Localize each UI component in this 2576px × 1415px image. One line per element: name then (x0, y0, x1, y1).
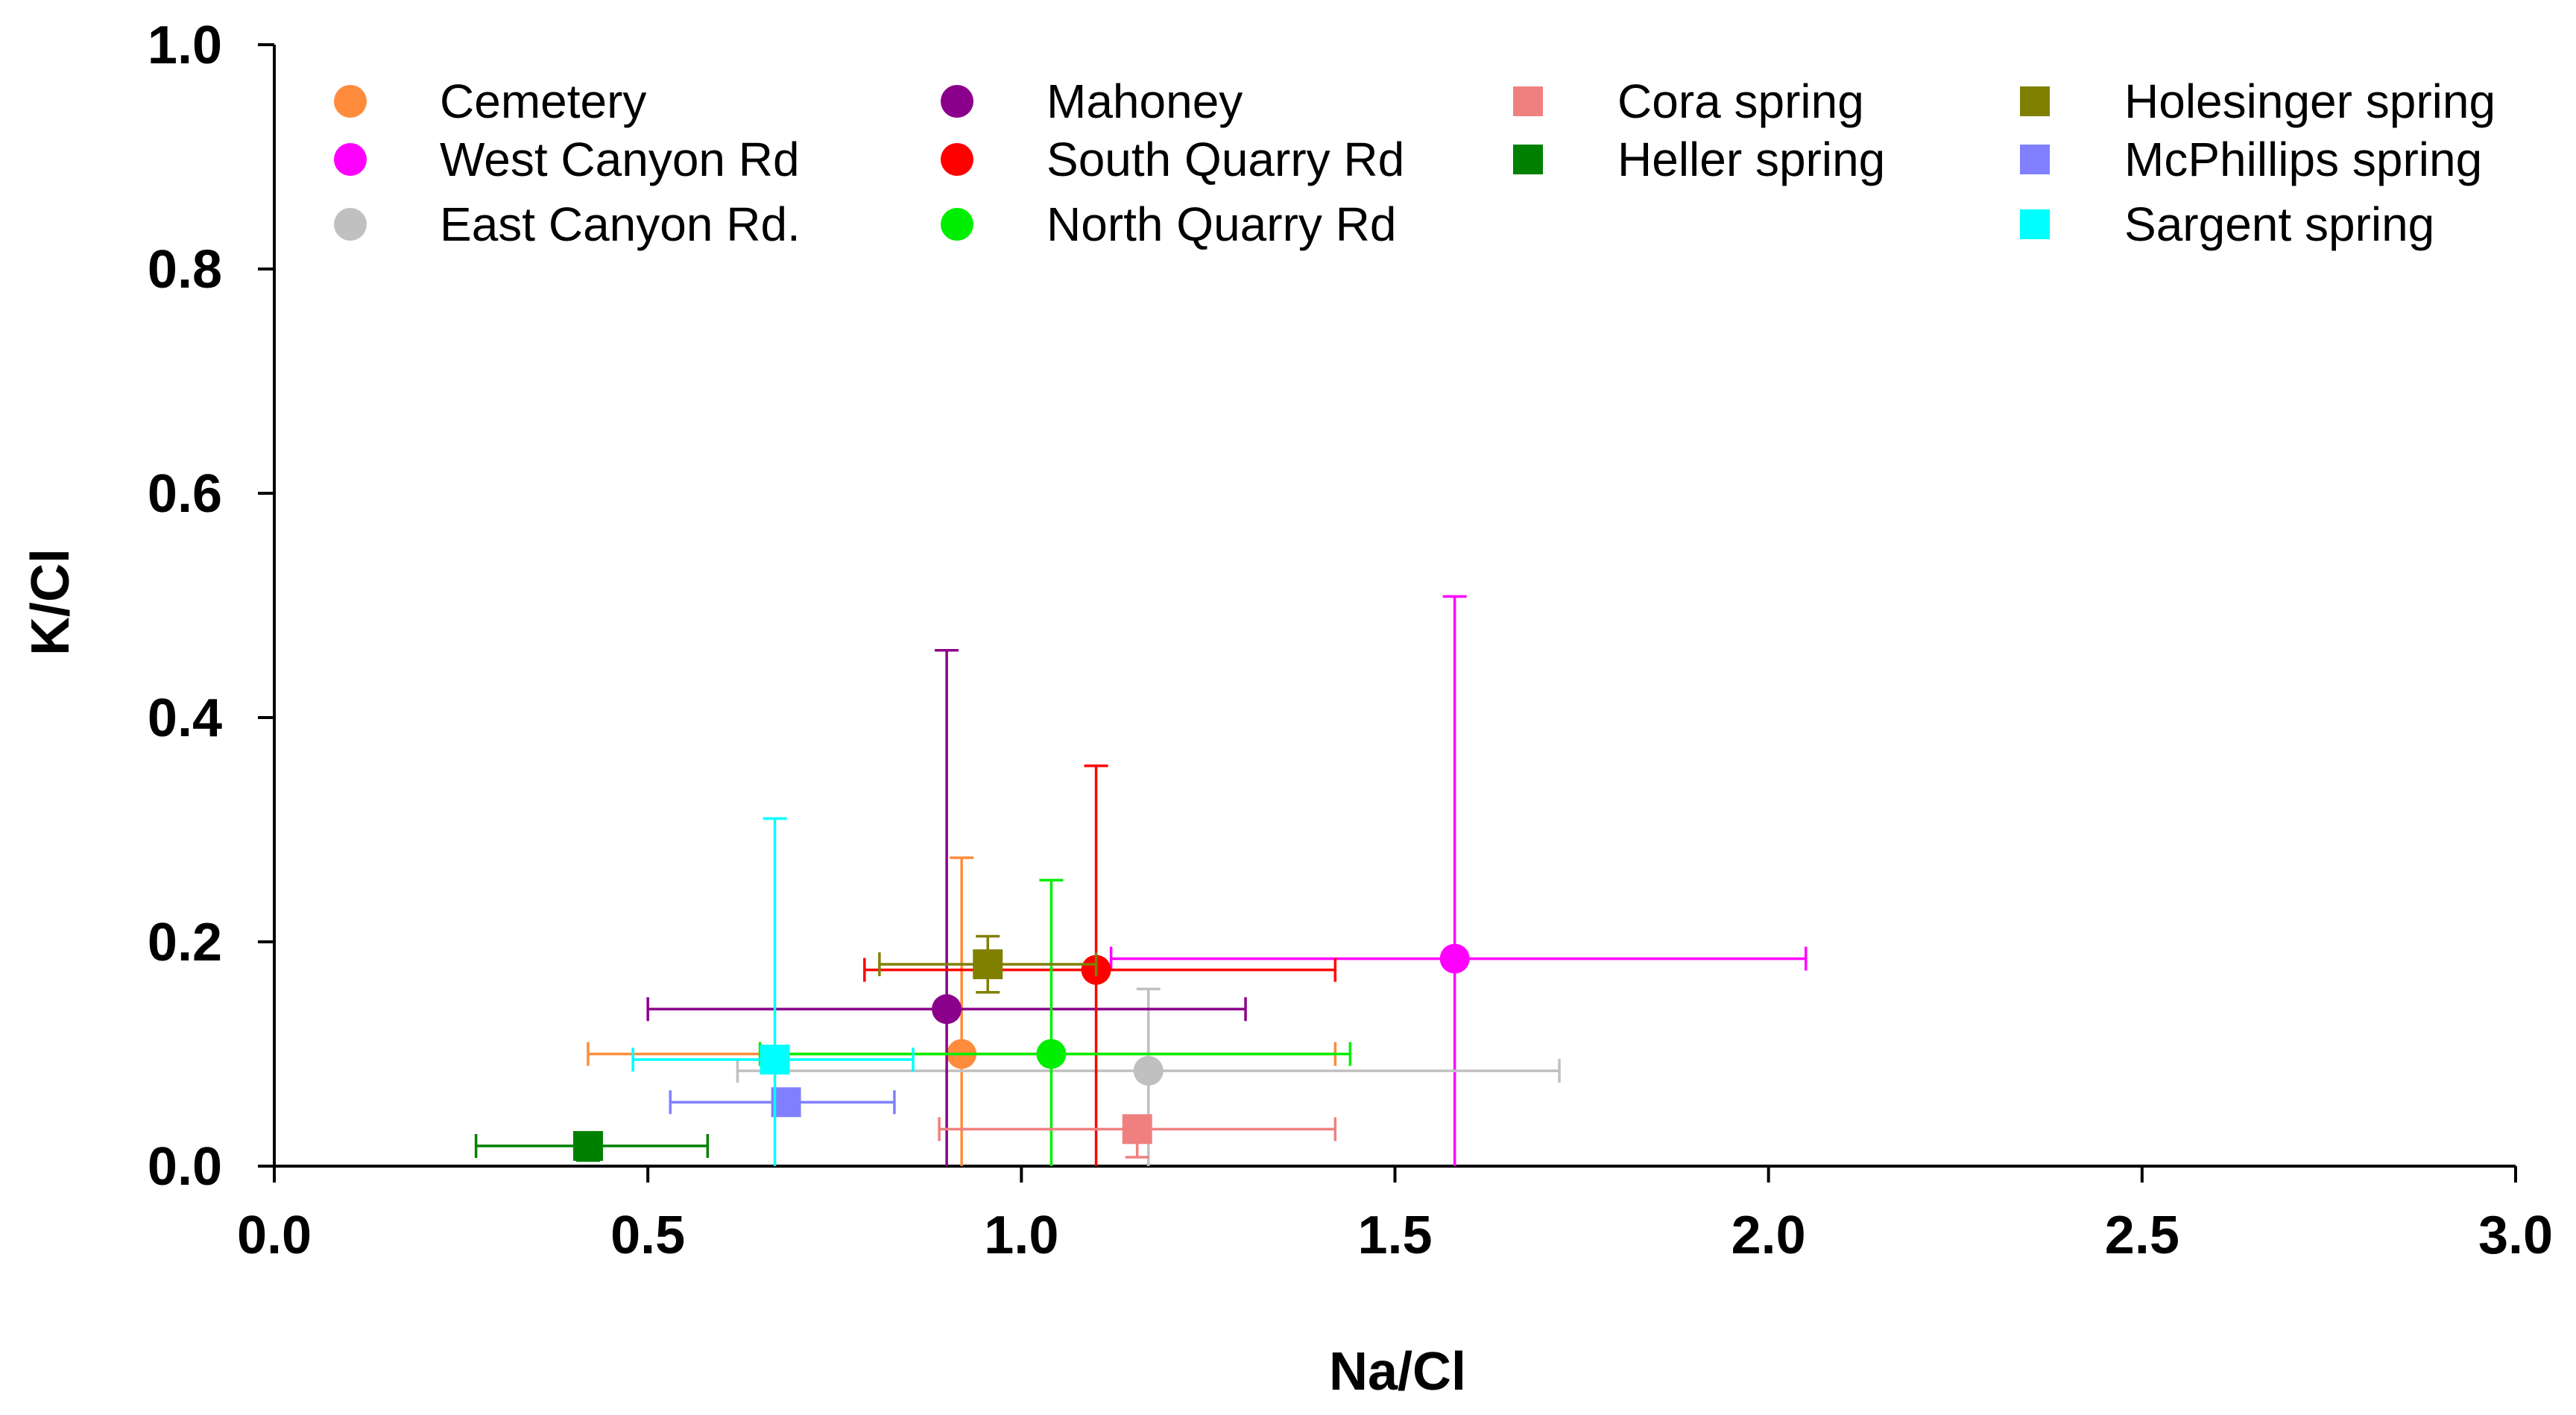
legend-label: Sargent spring (2124, 197, 2434, 251)
x-tick-label: 0.5 (610, 1206, 685, 1265)
series-cora-spring (938, 1114, 1337, 1159)
series-west-canyon-rd (1109, 595, 1808, 1166)
data-point (973, 949, 1003, 980)
legend-item: Holesinger spring (2020, 75, 2496, 128)
y-axis-label: K/Cl (21, 548, 80, 656)
data-point (932, 994, 962, 1025)
legend-marker (2020, 145, 2050, 174)
legend-label: East Canyon Rd. (440, 197, 801, 251)
y-tick-label: 0.6 (148, 464, 222, 524)
legend-label: Cora spring (1617, 75, 1864, 128)
x-tick-label: 0.0 (237, 1206, 312, 1265)
series-mahoney (646, 648, 1247, 1166)
legend-item: McPhillips spring (2020, 133, 2482, 186)
x-tick-label: 2.0 (1731, 1206, 1806, 1265)
legend-item: South Quarry Rd (941, 133, 1404, 186)
plot-marks (474, 595, 1808, 1166)
legend-label: Heller spring (1617, 133, 1885, 186)
series-cemetery (587, 856, 1337, 1166)
series-south-quarry-rd (863, 764, 1337, 1166)
legend-marker (1513, 86, 1543, 116)
series-sargent-spring (631, 817, 915, 1166)
plot-axes: 0.0 0.5 1.0 1.5 2.0 2.5 3.0 0.0 0.2 0.4 0.6 0.8 1.0 (148, 16, 2553, 1265)
legend-item: East Canyon Rd. (334, 197, 801, 251)
data-point (1122, 1114, 1152, 1145)
data-point (760, 1045, 790, 1075)
legend-label: West Canyon Rd (440, 133, 800, 186)
x-tick-label: 1.0 (984, 1206, 1058, 1265)
y-tick-label: 0.0 (148, 1137, 222, 1197)
data-point (1133, 1056, 1164, 1086)
legend-item: West Canyon Rd (334, 133, 800, 186)
legend-marker (941, 85, 973, 118)
legend-label: Mahoney (1046, 75, 1243, 128)
series-holesinger-spring (878, 934, 1098, 994)
legend-item: North Quarry Rd (941, 197, 1396, 251)
y-tick-label: 1.0 (148, 16, 222, 75)
data-point (572, 1130, 603, 1161)
legend-marker (941, 143, 973, 176)
legend-label: South Quarry Rd (1046, 133, 1404, 186)
y-tick-label: 0.8 (148, 240, 222, 300)
legend-marker (1513, 145, 1543, 174)
legend-marker (941, 208, 973, 241)
x-tick-label: 3.0 (2478, 1206, 2553, 1265)
legend-item: Cemetery (334, 75, 646, 128)
legend-item: Cora spring (1513, 75, 1864, 128)
legend-label: North Quarry Rd (1046, 197, 1396, 251)
legend-marker (334, 208, 367, 241)
legend-label: Holesinger spring (2124, 75, 2496, 128)
legend-item: Mahoney (941, 75, 1243, 128)
series-mcphillips-spring (669, 1087, 896, 1118)
series-heller-spring (474, 1130, 710, 1162)
legend-item: Heller spring (1513, 133, 1885, 186)
x-axis-label: Na/Cl (1329, 1342, 1466, 1402)
data-point (1036, 1039, 1067, 1069)
data-point (1439, 943, 1470, 974)
legend-label: Cemetery (440, 75, 646, 128)
legend-marker (2020, 86, 2050, 116)
x-tick-label: 2.5 (2105, 1206, 2179, 1265)
series-north-quarry-rd (758, 879, 1352, 1166)
x-tick-label: 1.5 (1357, 1206, 1432, 1265)
legend-item: Sargent spring (2020, 197, 2434, 251)
legend-marker (2020, 209, 2050, 239)
legend-marker (334, 85, 367, 118)
y-tick-label: 0.4 (148, 688, 222, 748)
legend-label: McPhillips spring (2124, 133, 2482, 186)
y-tick-label: 0.2 (148, 913, 222, 972)
legend-marker (334, 143, 367, 176)
